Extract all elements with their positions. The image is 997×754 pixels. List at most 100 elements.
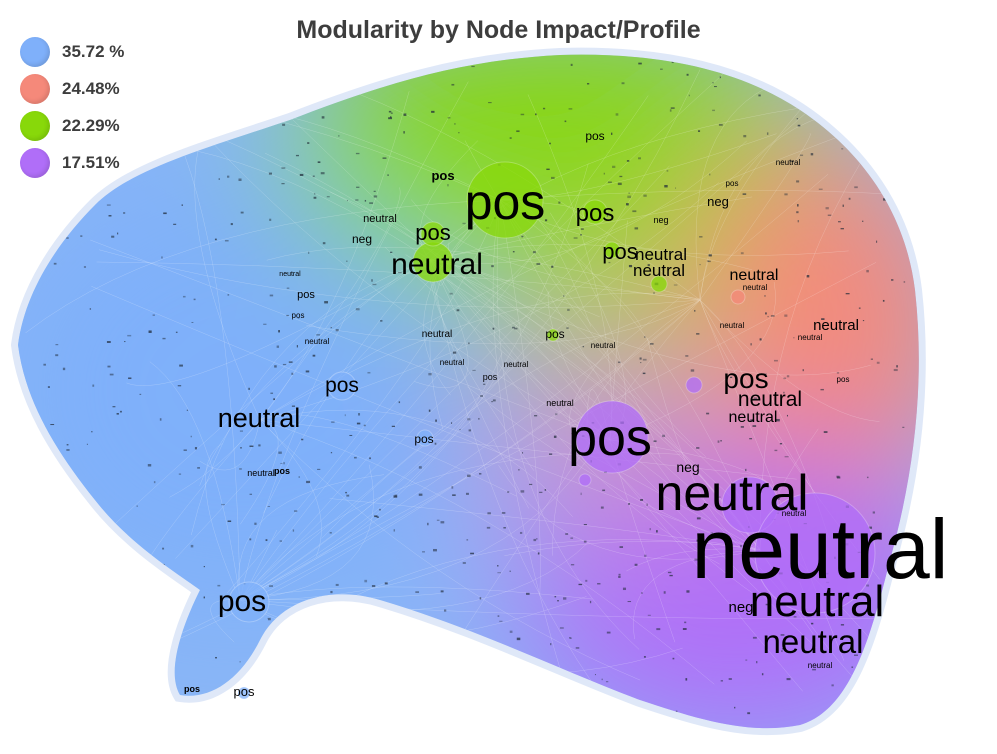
node-speck	[221, 503, 225, 506]
node-speck	[836, 476, 841, 479]
node-speck	[476, 686, 480, 690]
node-speck	[298, 476, 300, 478]
node-speck	[876, 361, 880, 364]
small-label-pos: pos	[234, 684, 255, 699]
node-label-neutral: neutral	[729, 409, 778, 426]
node-speck	[433, 548, 437, 552]
node-speck	[784, 314, 788, 317]
node-speck	[487, 512, 491, 515]
node-speck	[797, 204, 799, 207]
small-label-pos: pos	[414, 432, 433, 446]
node-speck	[503, 527, 506, 529]
node-label-neutral: neutral	[730, 267, 779, 284]
edge	[647, 337, 761, 551]
node-speck	[670, 107, 675, 109]
node-speck	[454, 123, 456, 125]
node-speck	[643, 194, 647, 197]
node-speck	[781, 650, 783, 652]
node-label-neutral: neutral	[763, 623, 864, 660]
edge	[199, 259, 431, 486]
edge	[264, 152, 611, 441]
node-speck	[696, 447, 700, 449]
node-speck	[269, 664, 272, 666]
node-speck	[265, 539, 268, 542]
edge	[190, 259, 431, 536]
node-speck	[686, 73, 689, 76]
node-speck	[720, 440, 722, 442]
node-speck	[627, 195, 632, 199]
node-speck	[712, 109, 715, 112]
node-speck	[162, 337, 166, 340]
node-speck	[607, 181, 612, 183]
node-speck	[355, 152, 360, 155]
node-speck	[245, 712, 250, 714]
node-speck	[551, 176, 555, 179]
node-speck	[793, 616, 797, 618]
cluster-node	[420, 221, 446, 247]
node-label-pos: pos	[723, 363, 768, 394]
small-label-pos: pos	[837, 375, 850, 384]
node-speck	[462, 222, 466, 225]
small-label-neutral: neutral	[363, 213, 397, 225]
node-speck	[783, 391, 785, 394]
node-speck	[669, 109, 672, 112]
node-speck	[103, 647, 106, 650]
node-speck	[181, 598, 184, 600]
node-speck	[145, 86, 149, 88]
node-speck	[418, 466, 422, 469]
edge	[158, 111, 761, 551]
node-speck	[564, 120, 567, 123]
node-speck	[312, 175, 315, 178]
legend-swatch-purple	[20, 147, 50, 178]
node-speck	[162, 547, 165, 550]
node-speck	[815, 106, 820, 109]
node-speck	[745, 469, 747, 471]
edge	[239, 352, 503, 601]
node-speck	[622, 587, 627, 591]
edge	[239, 69, 701, 601]
node-speck	[730, 376, 733, 379]
node-speck	[765, 593, 769, 596]
node-speck	[821, 318, 825, 320]
node-speck	[845, 293, 850, 295]
node-speck	[586, 83, 590, 85]
node-speck	[428, 409, 431, 412]
node-speck	[708, 254, 712, 257]
node-speck	[314, 193, 316, 195]
node-speck	[615, 113, 619, 116]
node-speck	[532, 251, 536, 254]
node-speck	[249, 493, 253, 495]
node-speck	[758, 94, 761, 97]
node-speck	[317, 468, 321, 470]
node-speck	[773, 359, 778, 362]
node-speck	[376, 516, 379, 518]
node-speck	[367, 371, 371, 374]
node-speck	[748, 60, 752, 62]
node-speck	[269, 218, 272, 221]
node-speck	[557, 600, 559, 602]
node-speck	[111, 235, 115, 238]
node-speck	[359, 700, 364, 702]
node-speck	[372, 283, 377, 286]
edge	[90, 239, 611, 441]
node-speck	[214, 238, 217, 241]
node-speck	[173, 223, 177, 225]
node-speck	[685, 678, 688, 681]
node-label-neutral: neutral	[813, 317, 859, 334]
node-speck	[391, 66, 393, 68]
edge	[239, 73, 851, 601]
node-speck	[647, 614, 651, 616]
node-speck	[286, 314, 289, 317]
node-speck	[403, 113, 407, 116]
node-speck	[893, 368, 898, 372]
node-speck	[124, 341, 126, 343]
node-speck	[699, 236, 703, 238]
edge	[207, 137, 611, 441]
node-speck	[750, 343, 752, 346]
small-label-pos: pos	[274, 466, 290, 476]
node-speck	[181, 204, 183, 206]
edge	[259, 419, 715, 685]
node-speck	[38, 209, 41, 212]
edge	[25, 199, 501, 334]
